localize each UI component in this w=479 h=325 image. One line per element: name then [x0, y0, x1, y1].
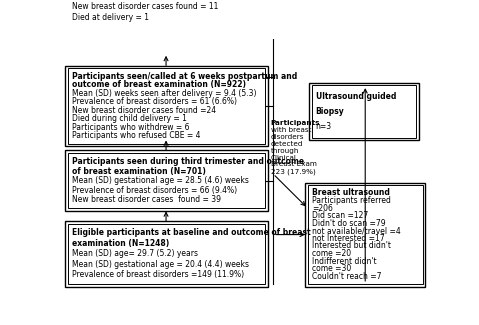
Text: Couldn't reach =7: Couldn't reach =7	[312, 272, 381, 281]
Text: not Interested =17: not Interested =17	[312, 234, 384, 243]
Text: Breast Exam: Breast Exam	[271, 162, 317, 167]
Text: examination (N=1248): examination (N=1248)	[71, 239, 169, 248]
Text: 223 (17.9%): 223 (17.9%)	[271, 168, 316, 175]
FancyBboxPatch shape	[65, 66, 268, 147]
Text: Ultrasound guided: Ultrasound guided	[316, 92, 396, 101]
FancyBboxPatch shape	[312, 85, 416, 137]
Text: Mean (SD) gestational age = 20.4 (4.4) weeks: Mean (SD) gestational age = 20.4 (4.4) w…	[71, 260, 249, 269]
FancyBboxPatch shape	[68, 153, 265, 208]
Text: Prevalence of breast disorders =149 (11.9%): Prevalence of breast disorders =149 (11.…	[71, 270, 244, 279]
FancyBboxPatch shape	[68, 0, 265, 27]
Text: New breast disorder cases found = 11: New breast disorder cases found = 11	[71, 2, 218, 11]
Text: n=3: n=3	[316, 122, 332, 131]
Text: Prevalence of breast disorders = 61 (6.6%): Prevalence of breast disorders = 61 (6.6…	[71, 97, 237, 106]
Text: Participants seen during third trimester and outcome: Participants seen during third trimester…	[71, 157, 304, 166]
Text: Mean (SD) gestational age = 28.5 (4.6) weeks: Mean (SD) gestational age = 28.5 (4.6) w…	[71, 176, 249, 185]
Text: Interested but didn't: Interested but didn't	[312, 241, 391, 251]
Text: Participants: Participants	[271, 120, 320, 126]
Text: with breast: with breast	[271, 127, 311, 133]
Text: Participants referred: Participants referred	[312, 196, 391, 205]
Text: Participants who refused CBE = 4: Participants who refused CBE = 4	[71, 131, 200, 140]
Text: Participants who withdrew = 6: Participants who withdrew = 6	[71, 123, 189, 132]
FancyBboxPatch shape	[305, 183, 425, 287]
Text: Clinical: Clinical	[271, 154, 297, 161]
Text: Mean (SD) age= 29.7 (5.2) years: Mean (SD) age= 29.7 (5.2) years	[71, 249, 197, 258]
FancyBboxPatch shape	[309, 83, 419, 140]
Text: detected: detected	[271, 141, 303, 147]
Text: Prevalence of breast disorders = 66 (9.4%): Prevalence of breast disorders = 66 (9.4…	[71, 186, 237, 195]
Text: Mean (SD) weeks seen after delivery = 9.4 (5.3): Mean (SD) weeks seen after delivery = 9.…	[71, 89, 256, 98]
FancyBboxPatch shape	[65, 221, 268, 287]
Text: Died during child delivery = 1: Died during child delivery = 1	[71, 114, 186, 123]
Text: not available/travel =4: not available/travel =4	[312, 226, 400, 235]
Text: outcome of breast examination (N=922): outcome of breast examination (N=922)	[71, 80, 246, 89]
FancyBboxPatch shape	[68, 224, 265, 284]
Text: Didn't do scan =79: Didn't do scan =79	[312, 219, 386, 228]
FancyBboxPatch shape	[65, 0, 268, 29]
Text: Breast ultrasound: Breast ultrasound	[312, 188, 389, 197]
Text: Participants seen/called at 6 weeks postpartum and: Participants seen/called at 6 weeks post…	[71, 72, 297, 81]
Text: come =20: come =20	[312, 249, 351, 258]
Text: disorders: disorders	[271, 134, 304, 140]
Text: of breast examination (N=701): of breast examination (N=701)	[71, 167, 205, 176]
Text: Did scan =127: Did scan =127	[312, 211, 368, 220]
Text: Biopsy: Biopsy	[316, 107, 344, 116]
FancyBboxPatch shape	[65, 150, 268, 211]
FancyBboxPatch shape	[308, 185, 422, 284]
Text: through: through	[271, 148, 299, 154]
Text: Died at delivery = 1: Died at delivery = 1	[71, 13, 148, 22]
FancyBboxPatch shape	[68, 68, 265, 144]
Text: Eligible participants at baseline and outcome of breast: Eligible participants at baseline and ou…	[71, 228, 310, 237]
Text: Indifferent didn't: Indifferent didn't	[312, 256, 376, 266]
Text: =206: =206	[312, 203, 332, 213]
Text: New breast disorder cases  found = 39: New breast disorder cases found = 39	[71, 195, 220, 204]
Text: come =30: come =30	[312, 264, 351, 273]
Text: New breast disorder cases found =24: New breast disorder cases found =24	[71, 106, 216, 115]
